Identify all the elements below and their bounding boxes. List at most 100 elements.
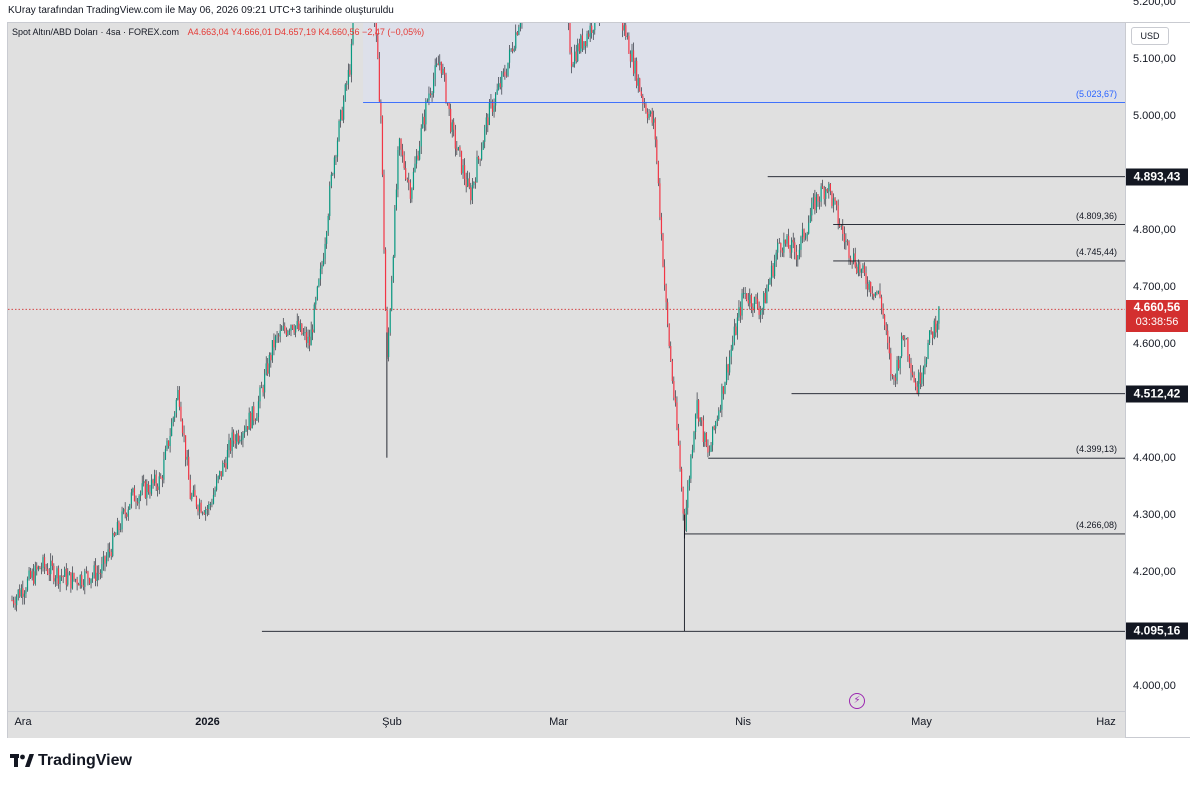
- candle-body: [301, 323, 303, 335]
- candle-body: [637, 78, 639, 86]
- candle-body: [769, 279, 771, 285]
- tradingview-logo-icon: [10, 754, 34, 767]
- candle-body: [727, 364, 729, 373]
- candle-body: [725, 364, 728, 383]
- candle-body: [315, 298, 317, 305]
- candle-body: [915, 382, 917, 387]
- candle-body: [205, 509, 207, 515]
- candle-body: [688, 478, 690, 487]
- candle-body: [23, 593, 25, 597]
- candle-body: [792, 239, 794, 243]
- candle-body: [487, 117, 489, 125]
- candle-body: [929, 330, 931, 343]
- time-axis[interactable]: [8, 711, 1125, 738]
- candle-body: [513, 48, 515, 52]
- candle-body: [925, 358, 928, 364]
- candle-body: [214, 489, 216, 496]
- candle-body: [873, 293, 875, 297]
- candle-body: [629, 53, 632, 62]
- candle-body: [904, 339, 906, 340]
- candle-body: [68, 572, 70, 576]
- candle-body: [39, 566, 41, 570]
- candle-body: [681, 468, 683, 488]
- candle-body: [826, 189, 828, 192]
- symbol-name[interactable]: Spot Altın/ABD Doları · 4sa · FOREX.com: [12, 27, 180, 37]
- zone-rectangle[interactable]: [363, 23, 1125, 103]
- candle-body: [305, 332, 308, 343]
- candle-body: [88, 578, 91, 584]
- candle-body: [921, 378, 923, 384]
- y-tick-label: 4.600,00: [1133, 337, 1176, 350]
- candle-body: [932, 331, 934, 339]
- candle-body: [851, 261, 853, 263]
- candle-body: [14, 603, 16, 606]
- candle-body: [271, 340, 273, 361]
- candle-body: [335, 156, 337, 158]
- candle-body: [212, 495, 215, 504]
- price-axis[interactable]: [1125, 23, 1190, 737]
- candle-body: [636, 60, 638, 86]
- candle-body: [584, 41, 587, 46]
- candle-body: [336, 140, 339, 157]
- y-tick-label: 4.400,00: [1133, 451, 1176, 464]
- candle-body: [177, 389, 179, 400]
- candle-body: [341, 110, 343, 120]
- lightning-icon[interactable]: ⚡: [849, 693, 865, 709]
- candle-body: [54, 578, 56, 582]
- candle-body: [262, 387, 264, 393]
- candle-body: [834, 198, 836, 202]
- candle-body: [498, 83, 500, 90]
- candle-body: [195, 496, 198, 507]
- candle-body: [81, 575, 83, 586]
- candle-body: [730, 349, 732, 357]
- candle-body: [287, 331, 289, 336]
- y-tick-label: 4.800,00: [1133, 223, 1176, 236]
- candle-body: [577, 43, 579, 62]
- candle-body: [225, 463, 227, 469]
- candle-body: [470, 187, 472, 201]
- candle-body: [741, 293, 743, 316]
- candle-body: [234, 440, 236, 444]
- candle-body: [412, 171, 415, 189]
- candle-body: [625, 25, 627, 37]
- candle-body: [442, 68, 444, 74]
- candle-body: [443, 68, 446, 75]
- candle-body: [157, 486, 159, 490]
- candle-body: [240, 439, 242, 441]
- candle-body: [891, 374, 893, 377]
- price-chart: [8, 23, 1125, 632]
- candle-body: [82, 585, 84, 587]
- candle-body: [254, 420, 256, 422]
- candle-body: [643, 103, 645, 105]
- candle-body: [657, 161, 659, 184]
- candle-body: [491, 101, 494, 112]
- candle-body: [107, 549, 109, 558]
- candle-body: [880, 297, 883, 308]
- candle-body: [398, 138, 401, 151]
- candle-body: [901, 335, 903, 357]
- y-tick-label: 4.700,00: [1133, 280, 1176, 293]
- candle-body: [149, 492, 151, 494]
- candle-body: [422, 116, 424, 129]
- candle-body: [898, 359, 900, 369]
- candle-body: [457, 147, 459, 151]
- candle-body: [31, 571, 33, 578]
- candle-body: [481, 149, 483, 160]
- candle-body: [127, 509, 129, 517]
- candle-body: [167, 440, 170, 446]
- candle-body: [764, 292, 766, 304]
- candle-body: [677, 427, 680, 445]
- candle-body: [383, 174, 385, 250]
- candle-body: [57, 568, 60, 585]
- candle-body: [135, 501, 137, 503]
- candle-body: [163, 459, 165, 480]
- chart-plot-area[interactable]: [8, 23, 1125, 711]
- x-tick-label: Nis: [735, 716, 751, 728]
- candle-body: [119, 529, 122, 530]
- candle-body: [161, 478, 163, 480]
- candle-body: [679, 444, 681, 469]
- currency-button[interactable]: USD: [1131, 27, 1169, 45]
- candle-body: [43, 557, 46, 568]
- price-badge: 4.095,16: [1126, 622, 1188, 640]
- candle-body: [147, 483, 149, 493]
